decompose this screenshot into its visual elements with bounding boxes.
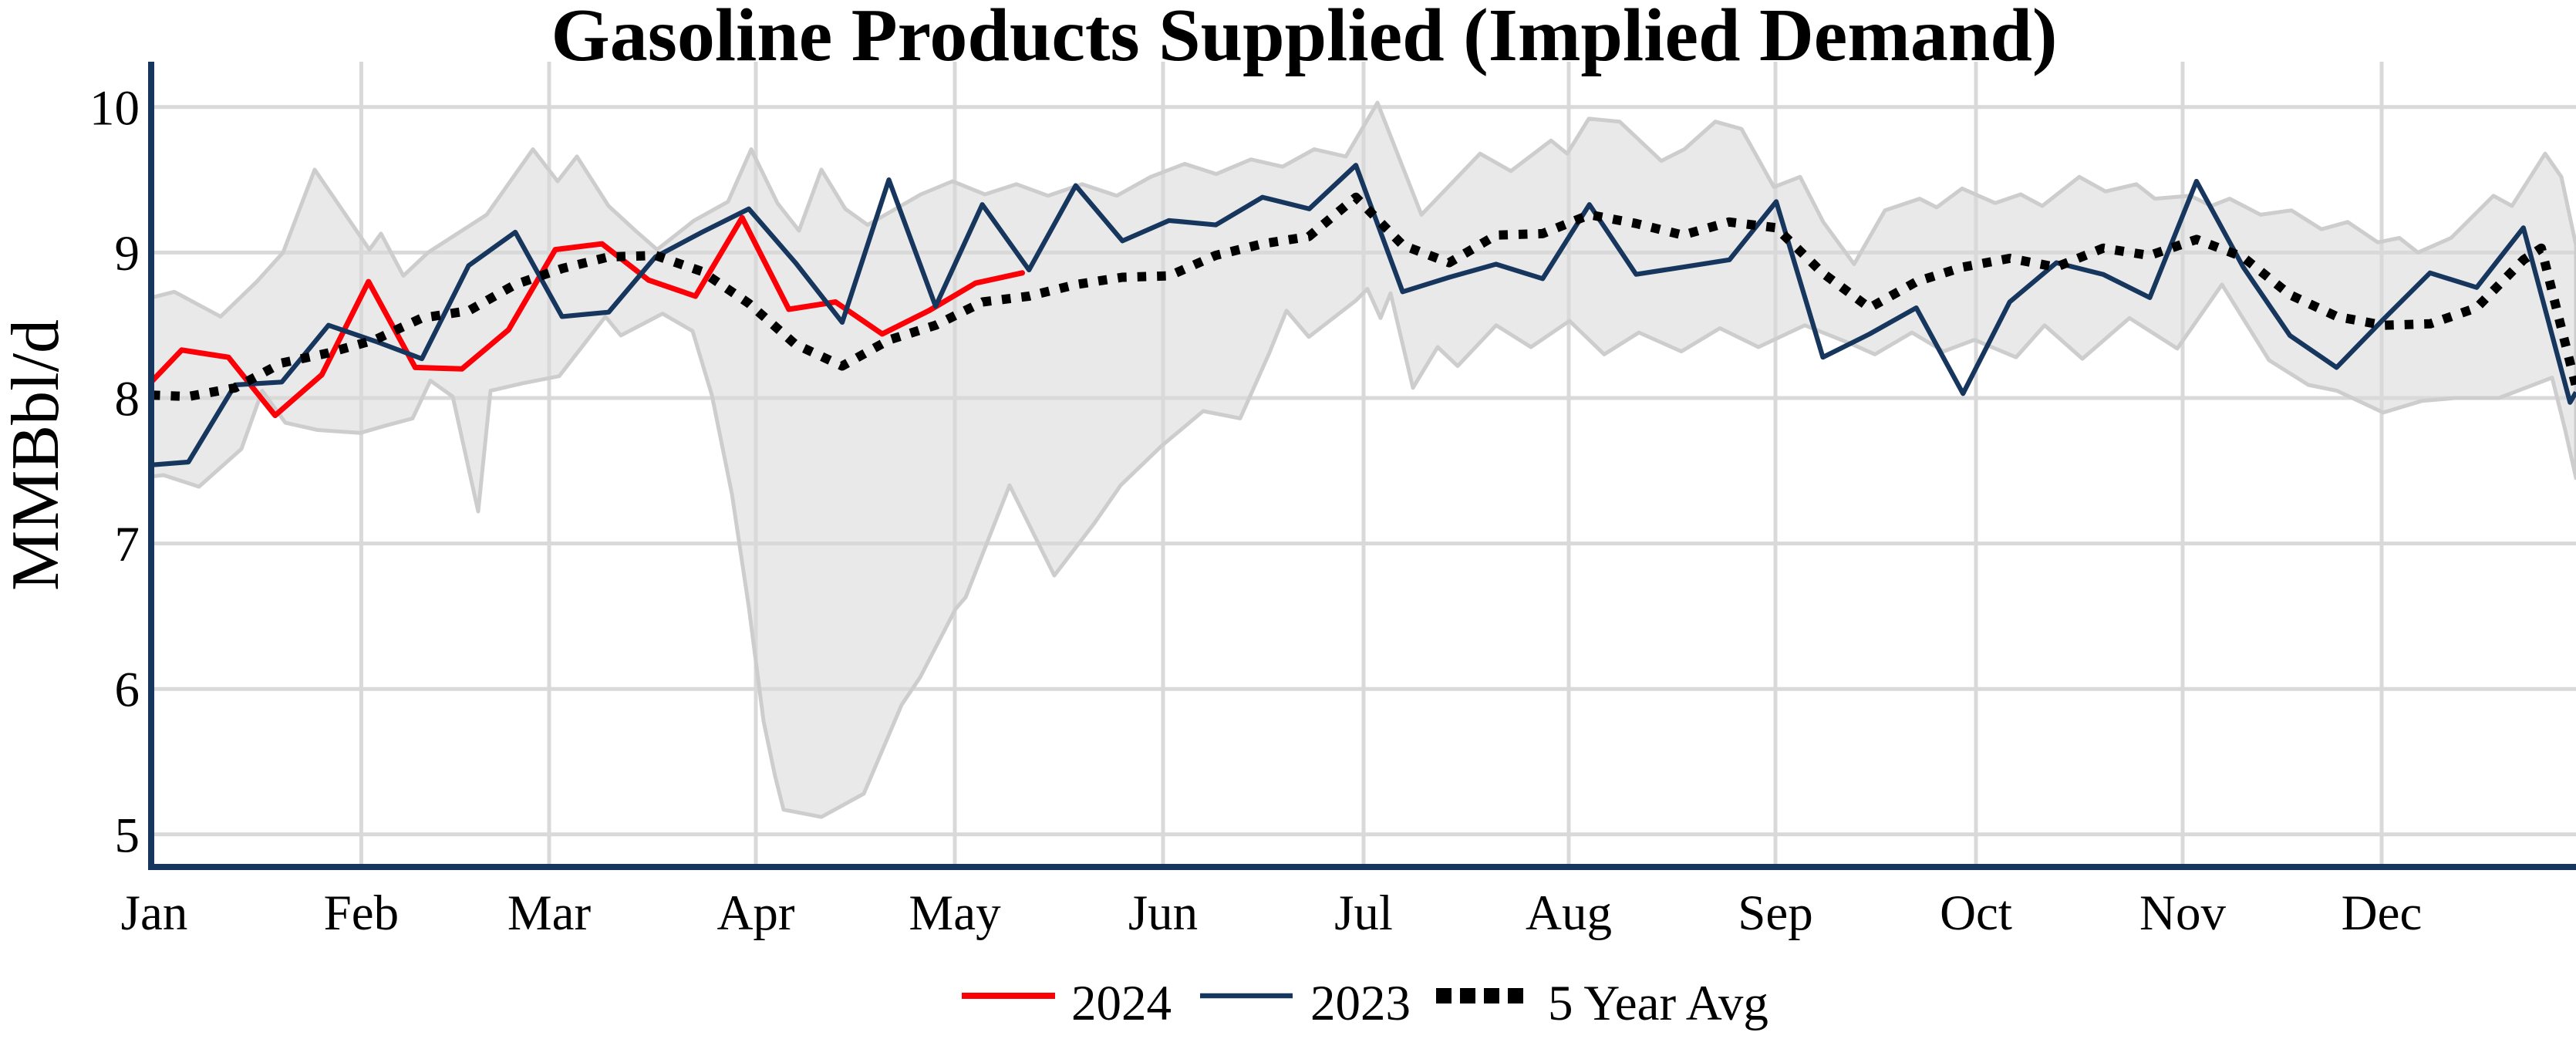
svg-text:9: 9 bbox=[115, 226, 140, 282]
svg-text:6: 6 bbox=[115, 663, 140, 718]
svg-text:Gasoline Products Supplied (Im: Gasoline Products Supplied (Implied Dema… bbox=[551, 0, 2057, 77]
svg-text:May: May bbox=[909, 885, 1001, 941]
svg-text:5 Year Avg: 5 Year Avg bbox=[1548, 976, 1768, 1031]
svg-text:Aug: Aug bbox=[1526, 885, 1612, 941]
svg-text:Apr: Apr bbox=[716, 885, 794, 941]
svg-text:Jun: Jun bbox=[1128, 885, 1198, 941]
svg-text:7: 7 bbox=[115, 517, 140, 572]
svg-text:Mar: Mar bbox=[507, 885, 592, 941]
svg-text:2023: 2023 bbox=[1310, 976, 1411, 1031]
svg-text:Nov: Nov bbox=[2139, 885, 2226, 941]
svg-text:5: 5 bbox=[115, 808, 140, 863]
svg-text:MMBbl/d: MMBbl/d bbox=[0, 319, 73, 591]
svg-text:Jan: Jan bbox=[121, 885, 188, 941]
svg-text:2024: 2024 bbox=[1071, 976, 1172, 1031]
svg-text:Feb: Feb bbox=[324, 885, 400, 941]
svg-text:8: 8 bbox=[115, 372, 140, 427]
svg-text:Jul: Jul bbox=[1334, 885, 1393, 941]
svg-text:Dec: Dec bbox=[2342, 885, 2423, 941]
svg-text:10: 10 bbox=[89, 80, 140, 136]
svg-text:Oct: Oct bbox=[1940, 885, 2012, 941]
svg-text:Sep: Sep bbox=[1738, 885, 1813, 941]
